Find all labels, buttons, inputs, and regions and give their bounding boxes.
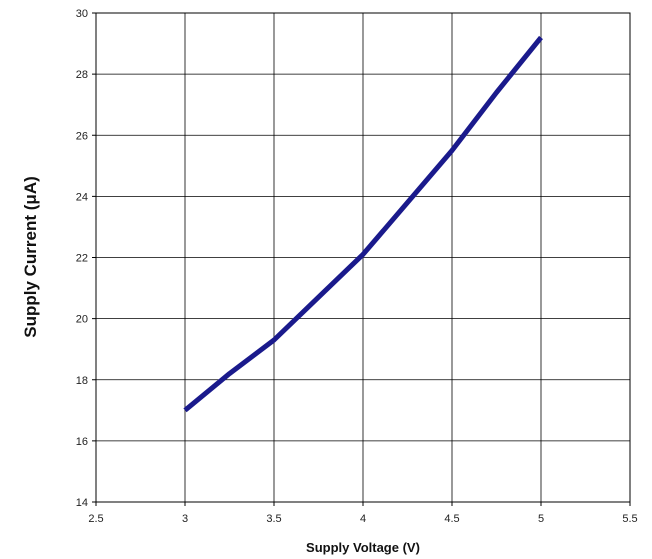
y-tick-label: 20 <box>76 314 88 326</box>
y-tick-label: 24 <box>76 191 88 203</box>
x-tick-label: 3 <box>182 513 188 525</box>
y-tick-label: 28 <box>76 69 88 81</box>
x-tick-label: 3.5 <box>266 513 281 525</box>
x-tick-label: 2.5 <box>88 513 103 525</box>
y-tick-label: 26 <box>76 130 88 142</box>
x-tick-label: 4.5 <box>444 513 459 525</box>
y-axis-title: Supply Current (μA) <box>21 176 40 338</box>
x-tick-label: 4 <box>360 513 366 525</box>
y-tick-label: 18 <box>76 375 88 387</box>
y-tick-label: 16 <box>76 436 88 448</box>
plot-area-frame <box>95 12 631 503</box>
y-tick-label: 22 <box>76 253 88 265</box>
y-tick-label: 14 <box>76 497 88 509</box>
x-tick-label: 5 <box>538 513 544 525</box>
x-axis-title: Supply Voltage (V) <box>306 540 420 555</box>
y-tick-labels: 14 16 18 20 22 24 26 28 30 <box>76 8 88 509</box>
series-lines <box>183 35 543 413</box>
series-line-0 <box>183 35 543 413</box>
y-tick-label: 30 <box>76 8 88 20</box>
x-tick-label: 5.5 <box>622 513 637 525</box>
x-tick-labels: 2.5 3 3.5 4 4.5 5 5.5 <box>88 513 637 525</box>
